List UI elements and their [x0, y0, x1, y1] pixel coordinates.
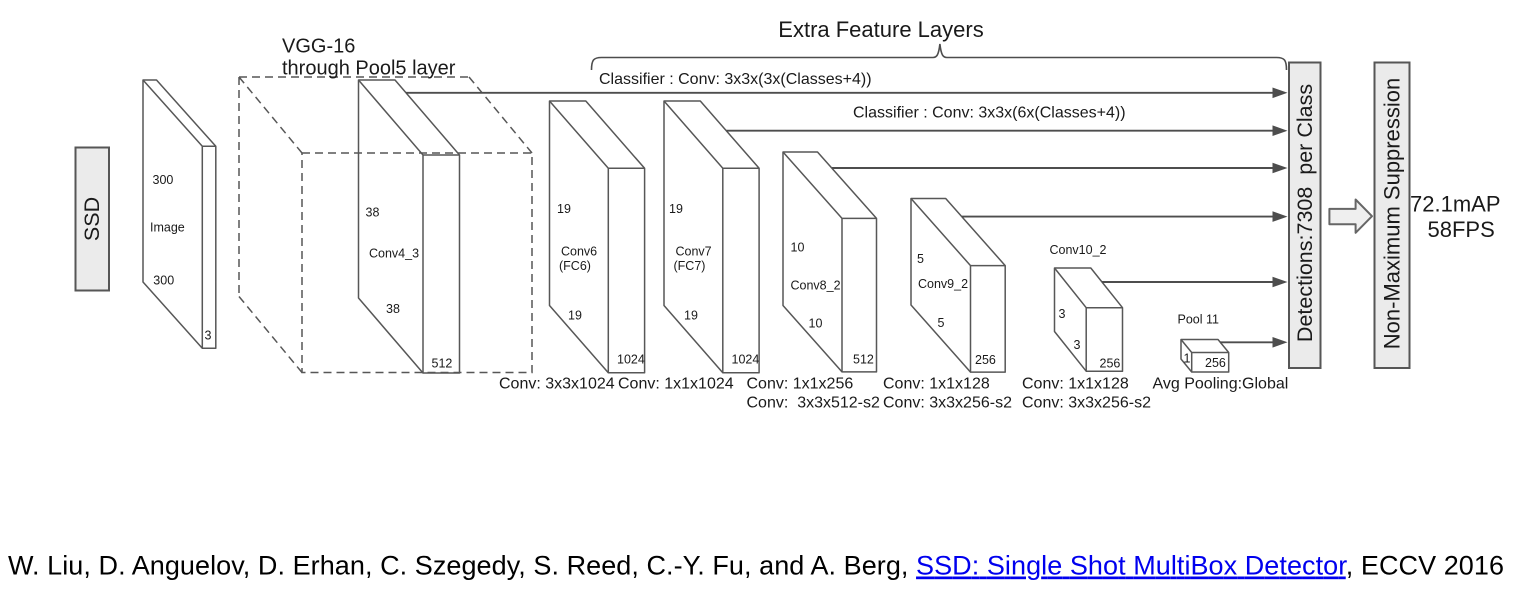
- svg-text:256: 256: [1205, 356, 1226, 370]
- svg-text:Conv: 3x3x256-s2: Conv: 3x3x256-s2: [883, 394, 1012, 411]
- svg-text:10: 10: [791, 241, 805, 255]
- svg-text:38: 38: [366, 206, 380, 220]
- svg-text:5: 5: [938, 316, 945, 330]
- svg-text:Image: Image: [150, 221, 185, 235]
- svg-text:300: 300: [153, 274, 174, 288]
- svg-text:3: 3: [205, 329, 212, 343]
- svg-text:256: 256: [975, 353, 996, 367]
- svg-text:Extra Feature Layers: Extra Feature Layers: [778, 17, 983, 42]
- svg-text:300: 300: [153, 173, 174, 187]
- svg-text:Pool 11: Pool 11: [1178, 313, 1220, 327]
- svg-text:512: 512: [853, 353, 874, 367]
- svg-text:72.1mAP: 72.1mAP: [1410, 192, 1501, 217]
- svg-text:SSD: SSD: [80, 197, 104, 241]
- svg-text:through Pool5 layer: through Pool5 layer: [282, 58, 456, 80]
- svg-text:38: 38: [386, 302, 400, 316]
- svg-text:19: 19: [557, 202, 571, 216]
- svg-text:(FC6): (FC6): [559, 259, 591, 273]
- svg-text:19: 19: [568, 309, 582, 323]
- svg-text:Conv: 3x3x1024: Conv: 3x3x1024: [499, 376, 615, 393]
- svg-text:Conv: 1x1x128: Conv: 1x1x128: [883, 376, 990, 393]
- svg-text:Conv: 1x1x1024: Conv: 1x1x1024: [618, 376, 734, 393]
- svg-text:Conv4_3: Conv4_3: [369, 247, 419, 261]
- svg-text:512: 512: [432, 357, 453, 371]
- svg-text:Conv7: Conv7: [676, 245, 712, 259]
- svg-text:58FPS: 58FPS: [1428, 217, 1495, 242]
- svg-text:VGG-16: VGG-16: [282, 36, 355, 58]
- svg-text:Conv10_2: Conv10_2: [1050, 243, 1107, 257]
- svg-text:Conv: 1x1x128: Conv: 1x1x128: [1022, 376, 1129, 393]
- svg-text:5: 5: [917, 252, 924, 266]
- svg-text:Non-Maximum Suppression: Non-Maximum Suppression: [1380, 78, 1405, 349]
- svg-text:Conv: 3x3x512-s2: Conv: 3x3x512-s2: [747, 394, 881, 411]
- svg-text:3: 3: [1059, 307, 1066, 321]
- svg-text:Conv: 1x1x256: Conv: 1x1x256: [747, 376, 854, 393]
- svg-text:W. Liu, D. Anguelov, D. Erhan,: W. Liu, D. Anguelov, D. Erhan, C. Szeged…: [8, 551, 1504, 581]
- svg-text:1024: 1024: [617, 353, 645, 367]
- svg-text:19: 19: [669, 202, 683, 216]
- svg-text:10: 10: [809, 317, 823, 331]
- svg-text:Conv: 3x3x256-s2: Conv: 3x3x256-s2: [1022, 394, 1151, 411]
- svg-text:Conv8_2: Conv8_2: [791, 279, 841, 293]
- svg-text:Conv9_2: Conv9_2: [918, 277, 968, 291]
- svg-text:(FC7): (FC7): [674, 259, 706, 273]
- svg-text:Classifier : Conv: 3x3x(6x(Cla: Classifier : Conv: 3x3x(6x(Classes+4)): [853, 105, 1126, 122]
- svg-text:19: 19: [684, 309, 698, 323]
- svg-text:256: 256: [1100, 357, 1121, 371]
- svg-text:1024: 1024: [732, 353, 760, 367]
- svg-text:Classifier : Conv: 3x3x(3x(Cla: Classifier : Conv: 3x3x(3x(Classes+4)): [599, 71, 872, 88]
- svg-text:Conv6: Conv6: [561, 245, 597, 259]
- svg-text:Avg Pooling:Global: Avg Pooling:Global: [1153, 376, 1289, 393]
- svg-text:Detections:7308 per Class: Detections:7308 per Class: [1293, 84, 1317, 342]
- svg-text:1: 1: [1184, 352, 1191, 366]
- svg-text:3: 3: [1074, 338, 1081, 352]
